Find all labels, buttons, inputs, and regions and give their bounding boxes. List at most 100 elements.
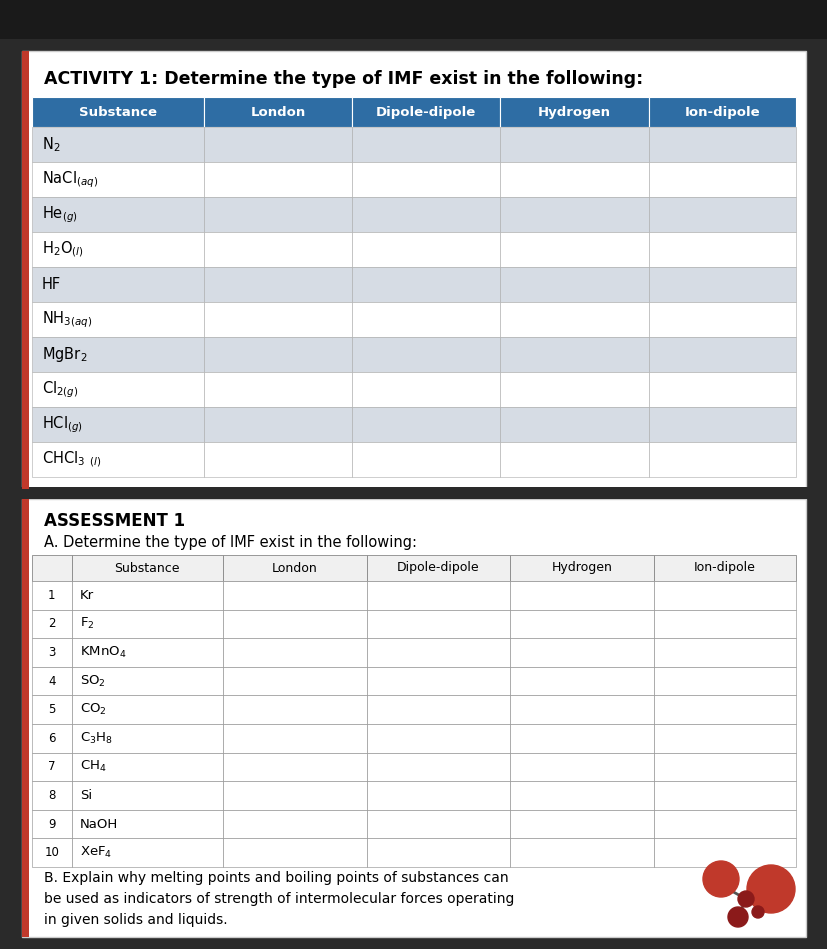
Bar xyxy=(351,162,500,197)
Text: MgBr$_2$: MgBr$_2$ xyxy=(42,345,88,364)
Bar xyxy=(653,638,795,667)
Bar xyxy=(648,162,795,197)
Bar xyxy=(653,809,795,838)
Bar xyxy=(32,302,203,337)
Bar xyxy=(32,267,203,302)
Bar xyxy=(648,232,795,267)
Bar xyxy=(653,581,795,609)
Bar xyxy=(500,302,648,337)
Bar xyxy=(500,197,648,232)
Bar xyxy=(0,487,827,499)
Bar xyxy=(32,372,203,407)
Bar xyxy=(648,127,795,162)
Text: NaCl$_{(aq)}$: NaCl$_{(aq)}$ xyxy=(42,169,98,190)
Bar xyxy=(500,407,648,442)
Text: 5: 5 xyxy=(48,703,55,716)
Bar xyxy=(72,838,222,867)
Bar xyxy=(72,809,222,838)
Bar xyxy=(222,781,366,809)
Text: Ion-dipole: Ion-dipole xyxy=(693,562,755,574)
Bar xyxy=(72,753,222,781)
Text: SO$_2$: SO$_2$ xyxy=(79,674,106,689)
Bar xyxy=(32,442,203,477)
Bar xyxy=(72,667,222,696)
Text: Dipole-dipole: Dipole-dipole xyxy=(397,562,479,574)
Bar xyxy=(203,267,351,302)
Bar xyxy=(72,781,222,809)
Bar xyxy=(509,781,653,809)
Bar xyxy=(653,838,795,867)
Bar xyxy=(32,667,72,696)
Bar xyxy=(203,162,351,197)
Text: 4: 4 xyxy=(48,675,55,688)
Bar xyxy=(366,809,509,838)
Bar xyxy=(32,838,72,867)
Bar xyxy=(32,232,203,267)
Text: 9: 9 xyxy=(48,818,55,830)
Text: A. Determine the type of IMF exist in the following:: A. Determine the type of IMF exist in th… xyxy=(44,535,417,550)
Text: Dipole-dipole: Dipole-dipole xyxy=(375,105,476,119)
Bar xyxy=(351,197,500,232)
Bar xyxy=(32,127,203,162)
Bar xyxy=(32,753,72,781)
Bar xyxy=(648,267,795,302)
Text: Hydrogen: Hydrogen xyxy=(538,105,610,119)
Text: B. Explain why melting points and boiling points of substances can
be used as in: B. Explain why melting points and boilin… xyxy=(44,871,514,926)
Bar xyxy=(366,581,509,609)
Bar xyxy=(653,609,795,638)
Text: Ion-dipole: Ion-dipole xyxy=(684,105,759,119)
Bar xyxy=(351,267,500,302)
Bar xyxy=(72,696,222,724)
Bar xyxy=(72,609,222,638)
Bar xyxy=(32,162,203,197)
Bar xyxy=(366,667,509,696)
Bar xyxy=(509,724,653,753)
Bar xyxy=(653,724,795,753)
Bar xyxy=(222,724,366,753)
Bar xyxy=(203,127,351,162)
Text: H$_2$O$_{(l)}$: H$_2$O$_{(l)}$ xyxy=(42,240,84,259)
Text: Kr: Kr xyxy=(79,588,93,602)
Text: He$_{(g)}$: He$_{(g)}$ xyxy=(42,204,78,225)
Bar xyxy=(366,781,509,809)
Bar xyxy=(22,51,805,489)
Text: 3: 3 xyxy=(48,646,55,659)
Bar xyxy=(648,197,795,232)
Text: 8: 8 xyxy=(48,789,55,802)
Bar xyxy=(32,609,72,638)
Bar xyxy=(203,302,351,337)
Text: London: London xyxy=(250,105,305,119)
Bar xyxy=(366,753,509,781)
Bar xyxy=(500,127,648,162)
Circle shape xyxy=(737,891,753,907)
Bar xyxy=(509,609,653,638)
Bar xyxy=(351,97,500,127)
Bar xyxy=(222,609,366,638)
Bar xyxy=(32,696,72,724)
Bar xyxy=(648,372,795,407)
Bar xyxy=(648,407,795,442)
Bar xyxy=(72,724,222,753)
Bar xyxy=(351,232,500,267)
Bar xyxy=(509,838,653,867)
Bar xyxy=(222,638,366,667)
Bar xyxy=(203,337,351,372)
Bar xyxy=(351,372,500,407)
Bar xyxy=(222,667,366,696)
Bar xyxy=(500,97,648,127)
Bar xyxy=(509,809,653,838)
Bar xyxy=(648,442,795,477)
Bar xyxy=(648,97,795,127)
Bar xyxy=(72,555,222,581)
Bar xyxy=(500,162,648,197)
Bar xyxy=(203,197,351,232)
Bar xyxy=(366,696,509,724)
Text: HCl$_{(g)}$: HCl$_{(g)}$ xyxy=(42,414,83,435)
Bar xyxy=(366,555,509,581)
Text: F$_2$: F$_2$ xyxy=(79,616,94,631)
Bar xyxy=(351,442,500,477)
Text: CO$_2$: CO$_2$ xyxy=(79,702,107,717)
Bar xyxy=(366,609,509,638)
Bar xyxy=(203,232,351,267)
Text: 6: 6 xyxy=(48,732,55,745)
